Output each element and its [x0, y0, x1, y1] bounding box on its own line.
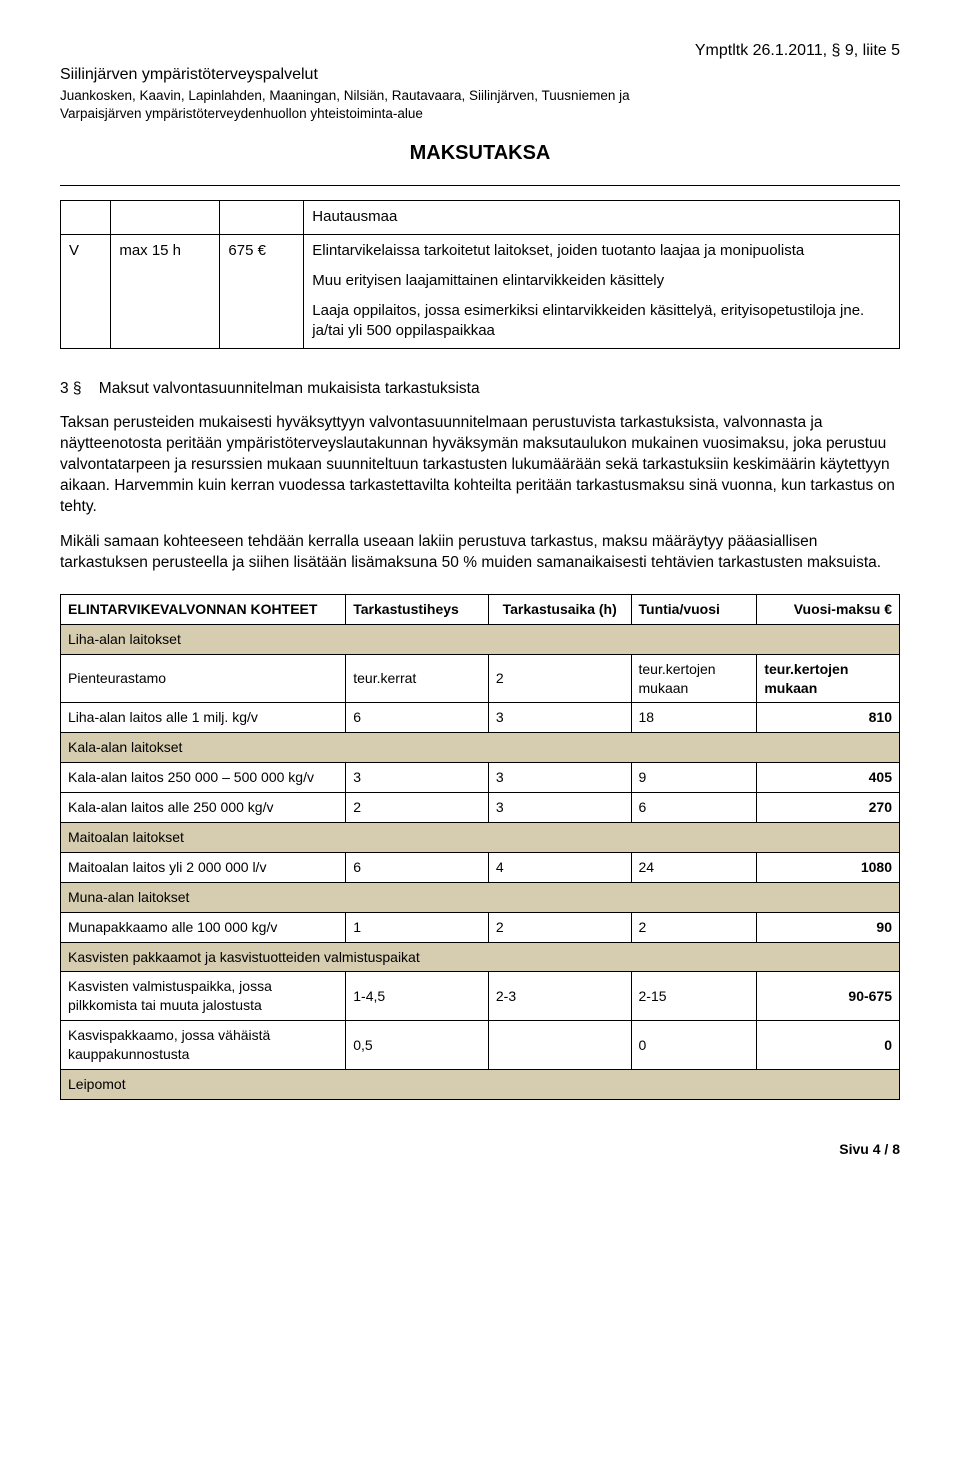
cell-fee: 90	[757, 912, 900, 942]
box-desc-p2: Muu erityisen laajamittainen elintarvikk…	[312, 271, 891, 291]
org-sub-line2: Varpaisjärven ympäristöterveydenhuollon …	[60, 106, 423, 121]
cell-hrs: 2	[631, 912, 757, 942]
cell-label: Kala-alan laitos alle 250 000 kg/v	[61, 793, 346, 823]
cell-freq: 1	[346, 912, 489, 942]
cell-hrs: 24	[631, 852, 757, 882]
cell-fee: 1080	[757, 852, 900, 882]
page-number: Sivu 4 / 8	[839, 1141, 900, 1157]
cell-label: Maitoalan laitos yli 2 000 000 l/v	[61, 852, 346, 882]
box-top-cell: Hautausmaa	[304, 201, 900, 234]
document-title: MAKSUTAKSA	[60, 140, 900, 167]
fee-table: ELINTARVIKEVALVONNAN KOHTEET Tarkastusti…	[60, 594, 900, 1100]
group-row-meat: Liha-alan laitokset	[61, 624, 900, 654]
table-row: Maitoalan laitos yli 2 000 000 l/v 6 4 2…	[61, 852, 900, 882]
cell-time: 3	[488, 763, 631, 793]
cell-fee: teur.kertojen mukaan	[757, 654, 900, 703]
cell-time: 3	[488, 793, 631, 823]
cell-fee: 270	[757, 793, 900, 823]
cell-freq: 0,5	[346, 1021, 489, 1070]
page-footer: Sivu 4 / 8	[60, 1140, 900, 1159]
title-divider	[60, 185, 900, 186]
th-insp-time: Tarkastusaika (h)	[488, 594, 631, 624]
cell-hrs: 9	[631, 763, 757, 793]
section-number: 3 §	[60, 380, 82, 397]
section-title: Maksut valvontasuunnitelman mukaisista t…	[99, 380, 480, 397]
cell-time	[488, 1021, 631, 1070]
section-heading: 3 § Maksut valvontasuunnitelman mukaisis…	[60, 379, 900, 400]
th-frequency: Tarkastustiheys	[346, 594, 489, 624]
cell-hrs: 6	[631, 793, 757, 823]
group-row-egg: Muna-alan laitokset	[61, 882, 900, 912]
th-hours-year: Tuntia/vuosi	[631, 594, 757, 624]
group-label: Liha-alan laitokset	[61, 624, 900, 654]
cell-hrs: 2-15	[631, 972, 757, 1021]
section-para2: Mikäli samaan kohteeseen tehdään kerrall…	[60, 532, 900, 574]
cell-hrs: teur.kertojen mukaan	[631, 654, 757, 703]
group-row-bakery: Leipomot	[61, 1070, 900, 1100]
cell-hrs: 18	[631, 703, 757, 733]
cell-freq: teur.kerrat	[346, 654, 489, 703]
cell-fee: 810	[757, 703, 900, 733]
box-desc-p3: Laaja oppilaitos, jossa esimerkiksi elin…	[312, 301, 891, 342]
box-col-price: 675 €	[220, 234, 304, 348]
org-name: Siilinjärven ympäristöterveyspalvelut	[60, 64, 900, 86]
table-row: Kasvispakkaamo, jossa vähäistä kauppakun…	[61, 1021, 900, 1070]
cell-label: Kasvisten valmistuspaikka, jossa pilkkom…	[61, 972, 346, 1021]
group-row-dairy: Maitoalan laitokset	[61, 823, 900, 853]
category-box-table: Hautausmaa V max 15 h 675 € Elintarvikel…	[60, 200, 900, 348]
table-row: Kasvisten valmistuspaikka, jossa pilkkom…	[61, 972, 900, 1021]
org-sub-line1: Juankosken, Kaavin, Lapinlahden, Maaning…	[60, 88, 630, 103]
cell-time: 2-3	[488, 972, 631, 1021]
cell-freq: 6	[346, 703, 489, 733]
cell-freq: 1-4,5	[346, 972, 489, 1021]
group-row-fish: Kala-alan laitokset	[61, 733, 900, 763]
table-row: Kala-alan laitos alle 250 000 kg/v 2 3 6…	[61, 793, 900, 823]
table-row: Pienteurastamo teur.kerrat 2 teur.kertoj…	[61, 654, 900, 703]
table-row: Munapakkaamo alle 100 000 kg/v 1 2 2 90	[61, 912, 900, 942]
group-label: Maitoalan laitokset	[61, 823, 900, 853]
group-label: Kala-alan laitokset	[61, 733, 900, 763]
cell-label: Pienteurastamo	[61, 654, 346, 703]
cell-hrs: 0	[631, 1021, 757, 1070]
cell-label: Kasvispakkaamo, jossa vähäistä kauppakun…	[61, 1021, 346, 1070]
header-meta: Ymptltk 26.1.2011, § 9, liite 5	[60, 40, 900, 62]
cell-label: Munapakkaamo alle 100 000 kg/v	[61, 912, 346, 942]
cell-label: Kala-alan laitos 250 000 – 500 000 kg/v	[61, 763, 346, 793]
cell-time: 4	[488, 852, 631, 882]
group-label: Leipomot	[61, 1070, 900, 1100]
cell-freq: 6	[346, 852, 489, 882]
org-subtitle: Juankosken, Kaavin, Lapinlahden, Maaning…	[60, 87, 900, 122]
cell-time: 3	[488, 703, 631, 733]
th-annual-fee: Vuosi-maksu €	[757, 594, 900, 624]
box-description-cell: Elintarvikelaissa tarkoitetut laitokset,…	[304, 234, 900, 348]
cell-fee: 90-675	[757, 972, 900, 1021]
cell-freq: 3	[346, 763, 489, 793]
group-label: Kasvisten pakkaamot ja kasvistuotteiden …	[61, 942, 900, 972]
cell-time: 2	[488, 912, 631, 942]
th-targets: ELINTARVIKEVALVONNAN KOHTEET	[61, 594, 346, 624]
cell-fee: 405	[757, 763, 900, 793]
cell-label: Liha-alan laitos alle 1 milj. kg/v	[61, 703, 346, 733]
section-para1: Taksan perusteiden mukaisesti hyväksytty…	[60, 413, 900, 518]
table-header-row: ELINTARVIKEVALVONNAN KOHTEET Tarkastusti…	[61, 594, 900, 624]
table-row: Liha-alan laitos alle 1 milj. kg/v 6 3 1…	[61, 703, 900, 733]
cell-time: 2	[488, 654, 631, 703]
box-col-hours: max 15 h	[111, 234, 220, 348]
cell-fee: 0	[757, 1021, 900, 1070]
box-col-code: V	[61, 234, 111, 348]
group-label: Muna-alan laitokset	[61, 882, 900, 912]
cell-freq: 2	[346, 793, 489, 823]
group-row-veg: Kasvisten pakkaamot ja kasvistuotteiden …	[61, 942, 900, 972]
table-row: Kala-alan laitos 250 000 – 500 000 kg/v …	[61, 763, 900, 793]
box-desc-p1: Elintarvikelaissa tarkoitetut laitokset,…	[312, 241, 891, 261]
